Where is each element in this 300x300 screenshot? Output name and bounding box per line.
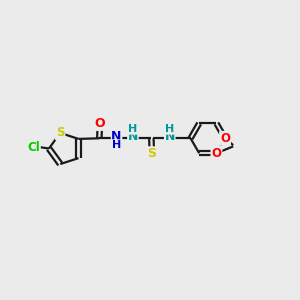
Text: H: H (112, 140, 121, 150)
Text: N: N (128, 130, 138, 143)
Text: O: O (212, 147, 221, 160)
Text: O: O (220, 132, 230, 145)
Text: S: S (147, 147, 156, 160)
Text: O: O (94, 117, 105, 130)
Text: H: H (128, 124, 137, 134)
Text: N: N (111, 130, 122, 143)
Text: Cl: Cl (27, 140, 40, 154)
Text: H: H (165, 124, 174, 134)
Text: N: N (165, 130, 175, 143)
Text: S: S (56, 127, 64, 140)
